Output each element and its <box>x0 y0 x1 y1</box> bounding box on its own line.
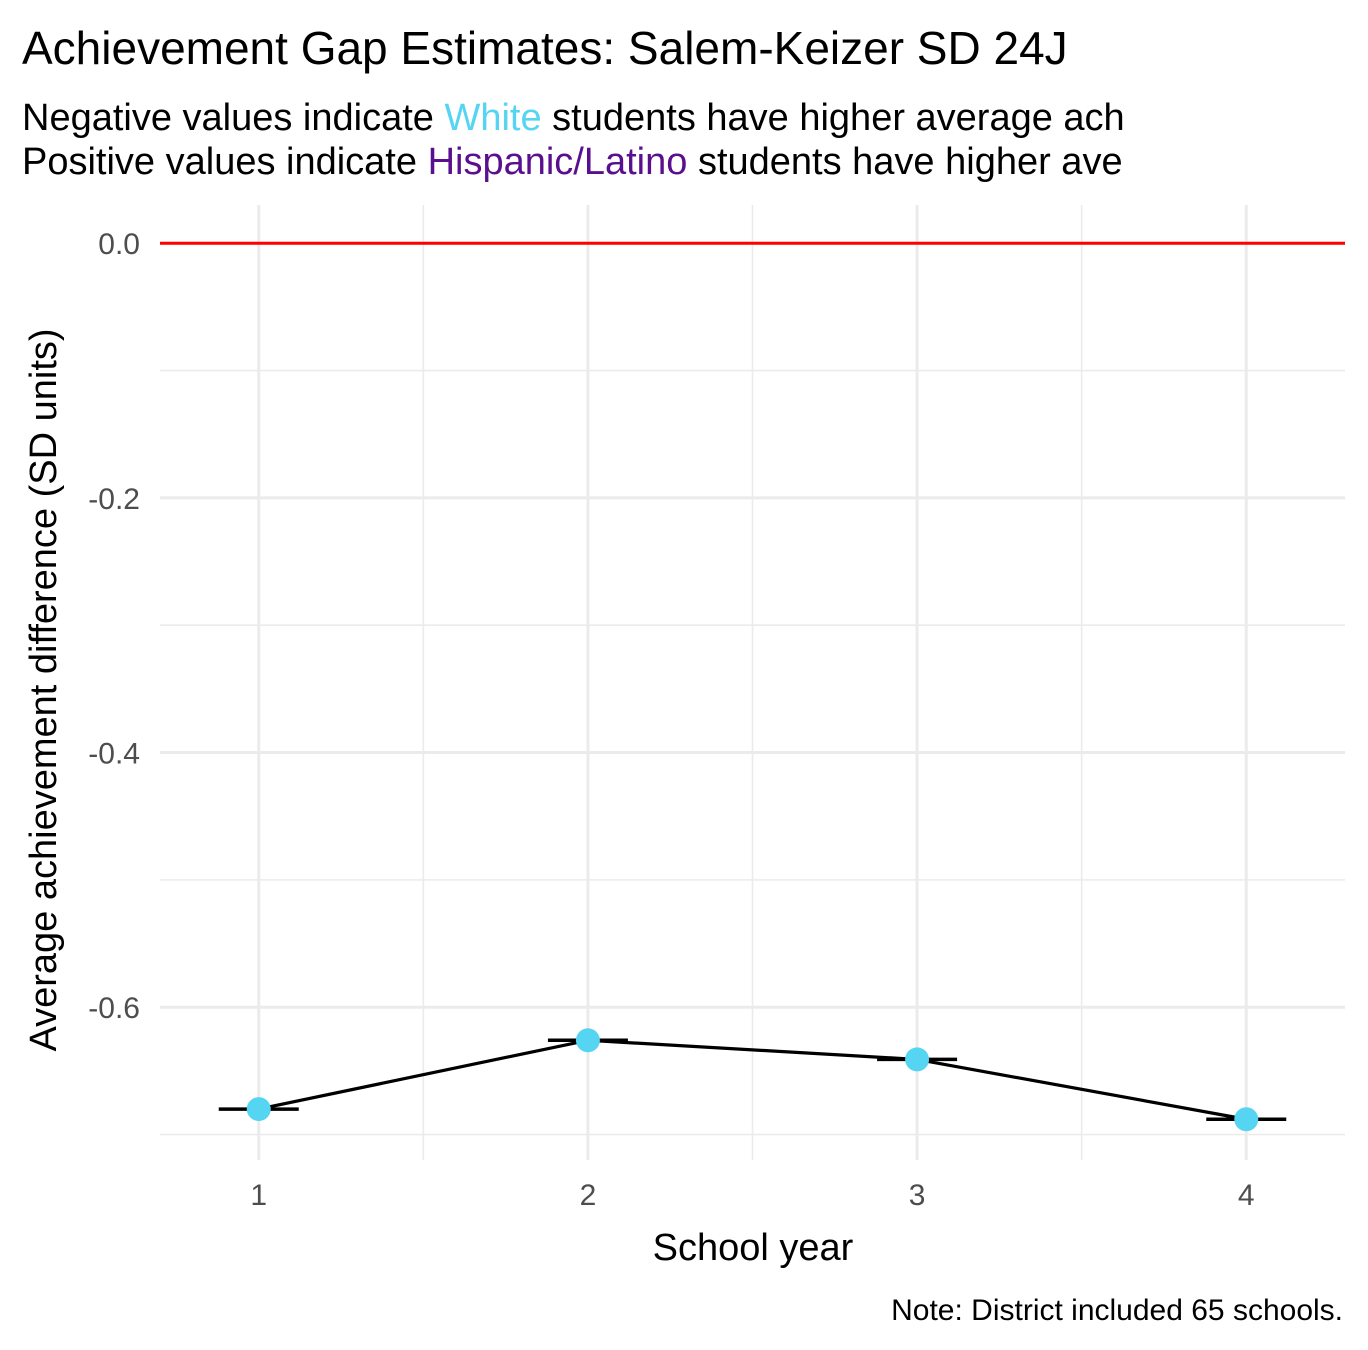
subtitle-line-1-suffix: students have higher average ach <box>542 97 1125 139</box>
data-point <box>905 1047 930 1072</box>
x-axis-ticks: 1 2 3 4 <box>250 1179 1254 1212</box>
series-line <box>258 1038 1247 1121</box>
series-layer <box>218 1028 1287 1132</box>
subtitle-white-group: White <box>444 97 541 139</box>
chart-subtitle-line-2: Positive values indicate Hispanic/Latino… <box>22 141 1123 183</box>
grid-lines <box>160 205 1345 1160</box>
data-point <box>575 1028 600 1053</box>
y-axis-ticks: 0.0 -0.2 -0.4 -0.6 <box>88 228 140 1025</box>
chart-caption: Note: District included 65 schools. <box>891 1294 1343 1327</box>
subtitle-line-2-prefix: Positive values indicate <box>22 141 428 183</box>
subtitle-line-2-suffix: students have higher ave <box>687 141 1122 183</box>
x-tick-label: 3 <box>909 1179 926 1212</box>
y-tick-label: -0.2 <box>88 483 140 516</box>
chart-subtitle-line-1: Negative values indicate White students … <box>22 97 1125 139</box>
data-point <box>246 1097 271 1122</box>
x-tick-label: 4 <box>1238 1179 1255 1212</box>
subtitle-line-1-prefix: Negative values indicate <box>22 97 444 139</box>
data-point <box>1234 1107 1259 1132</box>
x-axis-title: School year <box>653 1227 854 1269</box>
y-tick-label: 0.0 <box>98 228 140 261</box>
chart-title: Achievement Gap Estimates: Salem-Keizer … <box>22 22 1068 74</box>
y-axis-title: Average achievement difference (SD units… <box>23 328 65 1051</box>
subtitle-hispanic-group: Hispanic/Latino <box>428 141 688 183</box>
x-tick-label: 1 <box>250 1179 267 1212</box>
y-tick-label: -0.6 <box>88 992 140 1025</box>
y-tick-label: -0.4 <box>88 738 140 771</box>
x-tick-label: 2 <box>580 1179 597 1212</box>
